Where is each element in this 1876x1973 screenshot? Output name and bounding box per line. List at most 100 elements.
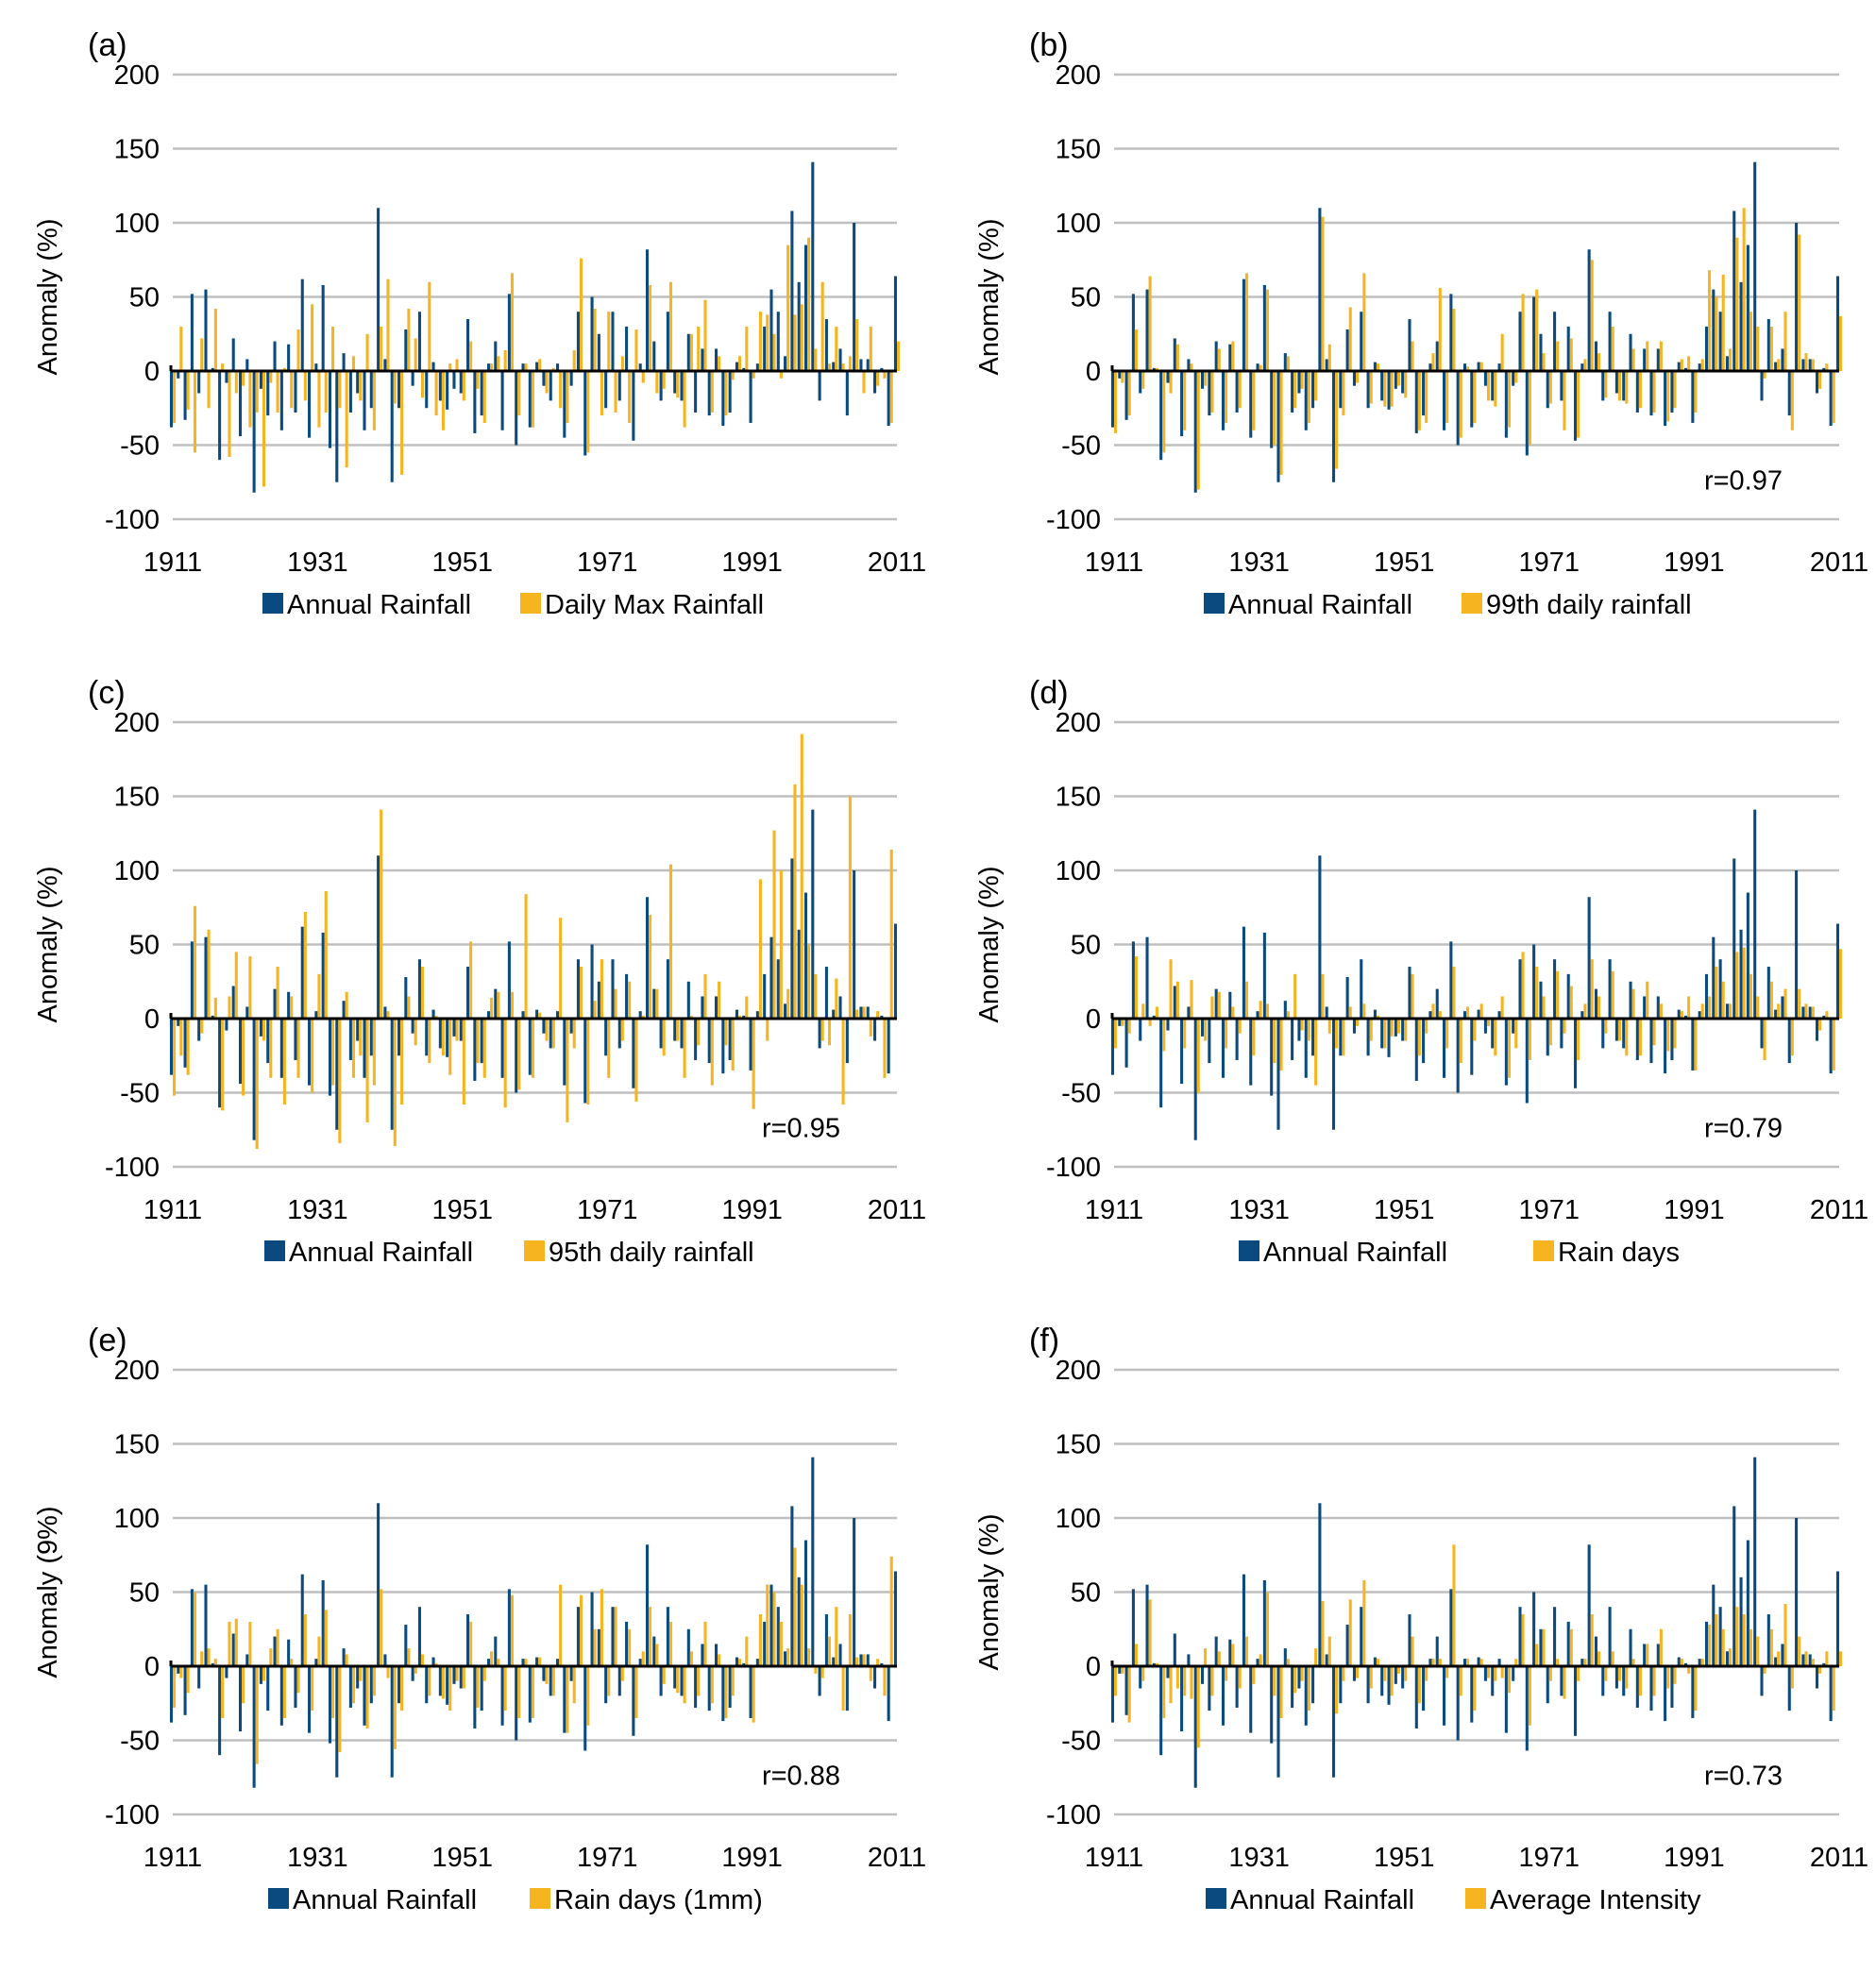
- bar: [835, 1607, 838, 1666]
- bar: [1494, 371, 1497, 407]
- bar: [1670, 371, 1674, 413]
- bar: [1369, 371, 1373, 404]
- bar: [1563, 371, 1566, 430]
- bar: [480, 371, 483, 416]
- bar: [632, 1666, 635, 1736]
- bar: [1311, 1019, 1315, 1056]
- bar: [1659, 1003, 1663, 1019]
- panel-label: (b): [1029, 27, 1069, 63]
- bar: [351, 1666, 355, 1704]
- bar: [680, 1666, 684, 1696]
- bar: [551, 1666, 555, 1696]
- bar: [749, 1666, 752, 1718]
- bar: [1276, 1666, 1280, 1778]
- bar: [428, 1019, 431, 1064]
- bar: [507, 941, 511, 1019]
- bar: [745, 996, 749, 1019]
- y-tick-label: 50: [129, 931, 160, 961]
- bar: [1221, 1666, 1225, 1726]
- bar: [348, 371, 352, 413]
- bar: [1396, 371, 1400, 386]
- bar: [363, 371, 366, 430]
- bar: [1583, 359, 1587, 371]
- bar: [1815, 1666, 1819, 1689]
- bar: [1829, 1019, 1833, 1074]
- bar: [797, 281, 801, 371]
- legend-entry: Annual Rainfall: [293, 1885, 477, 1915]
- bar: [1244, 1636, 1249, 1666]
- bar: [1414, 1019, 1418, 1081]
- bar: [438, 1019, 442, 1049]
- bar: [1832, 371, 1835, 423]
- bar: [1345, 977, 1349, 1019]
- bar: [1291, 371, 1294, 413]
- bar: [446, 1666, 449, 1705]
- series-annual-rainfall: [169, 809, 897, 1140]
- bar: [718, 1654, 721, 1666]
- bar: [262, 1666, 266, 1681]
- bar: [1556, 970, 1560, 1019]
- bar: [225, 1666, 228, 1678]
- bar: [1798, 1636, 1801, 1666]
- bar: [1286, 1659, 1290, 1666]
- bar: [715, 996, 718, 1019]
- bar: [818, 1666, 821, 1696]
- bar: [703, 973, 707, 1019]
- bar: [531, 1666, 534, 1718]
- bar: [683, 1019, 686, 1078]
- bar: [1684, 367, 1688, 371]
- bar: [1643, 1644, 1647, 1666]
- bar: [1507, 1666, 1511, 1694]
- bar: [269, 1019, 273, 1078]
- bar: [1760, 1019, 1764, 1049]
- bar: [1587, 897, 1591, 1019]
- bar: [814, 1666, 818, 1674]
- bar: [1728, 348, 1732, 371]
- bar: [737, 1015, 742, 1019]
- bar: [703, 299, 707, 371]
- bar: [668, 281, 673, 371]
- bar: [1466, 366, 1470, 371]
- x-tick-label: 1971: [1519, 548, 1580, 578]
- bar: [294, 1666, 297, 1708]
- bar: [1314, 1648, 1318, 1666]
- bar: [694, 371, 698, 413]
- bar: [1297, 371, 1301, 394]
- bar: [1175, 344, 1179, 371]
- bar: [737, 1659, 742, 1666]
- bar: [1553, 312, 1557, 371]
- y-tick-label: -50: [120, 1079, 160, 1109]
- bar: [393, 371, 397, 404]
- bar: [455, 359, 459, 371]
- x-tick-label: 1971: [577, 1195, 638, 1225]
- bar: [380, 809, 383, 1019]
- bar: [1404, 1666, 1408, 1681]
- bar: [848, 1614, 852, 1666]
- bar: [1698, 1659, 1701, 1666]
- bar: [1525, 1666, 1529, 1751]
- bar: [363, 1019, 366, 1078]
- bar: [183, 1019, 187, 1068]
- bar: [1795, 870, 1799, 1019]
- bar: [179, 1019, 183, 1056]
- bar: [1725, 1003, 1729, 1019]
- bar: [342, 1648, 346, 1666]
- x-tick-label: 1971: [1519, 1195, 1580, 1225]
- bar: [1798, 234, 1801, 371]
- bar: [1631, 1659, 1635, 1666]
- bar: [1204, 1648, 1208, 1666]
- bar: [1774, 362, 1778, 371]
- bar: [400, 1666, 404, 1712]
- bar: [1781, 348, 1784, 371]
- bar: [1273, 371, 1276, 446]
- bar: [659, 1019, 663, 1049]
- bar: [1342, 1666, 1345, 1681]
- bar: [1462, 1659, 1467, 1666]
- bar: [604, 371, 608, 409]
- bar: [420, 371, 425, 398]
- bar: [490, 1651, 494, 1666]
- bar: [452, 371, 456, 389]
- bar: [177, 1019, 180, 1026]
- bar: [524, 1659, 528, 1666]
